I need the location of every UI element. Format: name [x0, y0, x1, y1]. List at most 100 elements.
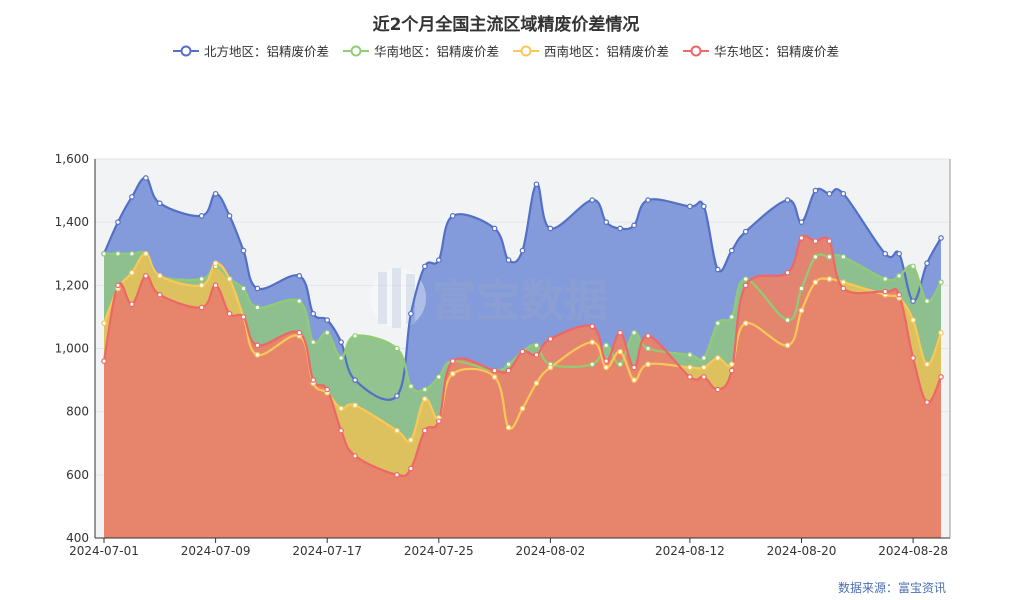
point-south [115, 250, 121, 257]
point-southwest [617, 348, 623, 355]
point-east [882, 288, 889, 295]
point-southwest [812, 279, 819, 285]
point-north [603, 219, 610, 225]
point-north [115, 219, 121, 225]
point-north [784, 197, 791, 203]
point-east [938, 374, 944, 380]
legend-label-east: 华东地区：铝精废价差 [714, 44, 840, 59]
point-south [840, 254, 847, 260]
y-tick-label: 600 [66, 468, 89, 482]
point-east [519, 348, 526, 355]
point-east [352, 453, 358, 459]
point-north [212, 190, 219, 197]
point-south [924, 298, 930, 304]
legend-marker-south [342, 45, 369, 56]
point-north [645, 197, 651, 203]
point-east [449, 358, 456, 364]
point-south [882, 276, 889, 282]
point-north [352, 377, 358, 383]
point-north [547, 225, 554, 232]
point-east [212, 282, 219, 289]
point-southwest [254, 352, 261, 358]
point-south [240, 285, 247, 292]
point-north [408, 310, 414, 317]
point-east [422, 427, 428, 434]
point-southwest [798, 307, 805, 314]
point-southwest [547, 364, 554, 371]
legend-item-east[interactable]: 华东地区：铝精废价差 [683, 41, 839, 60]
y-tick-label: 400 [66, 531, 89, 545]
point-south [798, 285, 805, 292]
point-east [589, 323, 596, 330]
point-east [701, 374, 707, 380]
point-east [742, 282, 749, 289]
x-tick-label: 2024-08-02 [516, 544, 586, 558]
point-north [324, 317, 331, 323]
point-south [701, 355, 707, 361]
point-north [157, 200, 163, 207]
point-north [226, 213, 233, 219]
point-north [910, 298, 916, 304]
legend-label-north: 北方地区：铝精废价差 [203, 44, 329, 59]
point-southwest [143, 250, 149, 257]
point-southwest [449, 370, 456, 377]
point-east [491, 367, 498, 374]
point-east [896, 292, 902, 298]
x-tick-label: 2024-08-12 [655, 544, 725, 558]
point-north [505, 257, 512, 263]
point-north [449, 213, 456, 219]
point-south [101, 250, 107, 257]
point-south [812, 254, 819, 260]
point-north [240, 247, 247, 254]
point-south [631, 329, 637, 336]
point-north [519, 247, 526, 254]
y-tick-label: 1,400 [55, 215, 89, 229]
point-southwest [338, 405, 344, 412]
point-south [394, 345, 400, 352]
legend-item-southwest[interactable]: 西南地区：铝精废价差 [513, 41, 669, 60]
point-south [324, 329, 331, 336]
legend-item-north[interactable]: 北方地区：铝精废价差 [172, 41, 329, 60]
legend: 北方地区：铝精废价差 华南地区：铝精废价差 西南地区：铝精废价差 华东地区：铝精… [0, 41, 1012, 60]
point-southwest [826, 276, 833, 282]
point-east [533, 352, 540, 358]
point-east [394, 472, 400, 478]
point-east [435, 418, 442, 424]
point-southwest [938, 329, 944, 336]
point-southwest [422, 396, 428, 402]
point-east [129, 301, 135, 308]
point-southwest [728, 361, 735, 368]
legend-item-south[interactable]: 华南地区：铝精废价差 [342, 41, 499, 60]
point-southwest [742, 320, 749, 327]
point-north [617, 225, 623, 232]
point-east [840, 285, 847, 292]
point-north [924, 260, 930, 267]
point-south [589, 361, 596, 368]
point-north [129, 194, 135, 200]
point-south [784, 317, 791, 323]
point-east [547, 336, 554, 342]
point-north [198, 213, 205, 219]
point-east [505, 367, 512, 374]
series-markers [101, 175, 944, 478]
point-north [422, 263, 428, 270]
point-north [631, 222, 637, 229]
legend-marker-north [172, 45, 199, 56]
point-east [645, 333, 651, 339]
point-north [491, 225, 498, 232]
point-southwest [226, 276, 233, 282]
point-east [143, 273, 149, 279]
point-southwest [491, 374, 498, 380]
x-tick-label: 2024-08-20 [767, 544, 837, 558]
point-north [812, 187, 819, 194]
point-south [645, 345, 651, 352]
point-north [938, 235, 944, 241]
chart-title: 近2个月全国主流区域精废价差情况 [372, 15, 640, 35]
legend-marker-southwest [513, 45, 539, 56]
point-southwest [631, 377, 637, 383]
watermark: 富宝数据 [370, 268, 608, 328]
point-south [617, 361, 623, 368]
watermark-text: 富宝数据 [432, 276, 608, 327]
point-east [826, 238, 833, 244]
point-south [422, 386, 428, 393]
